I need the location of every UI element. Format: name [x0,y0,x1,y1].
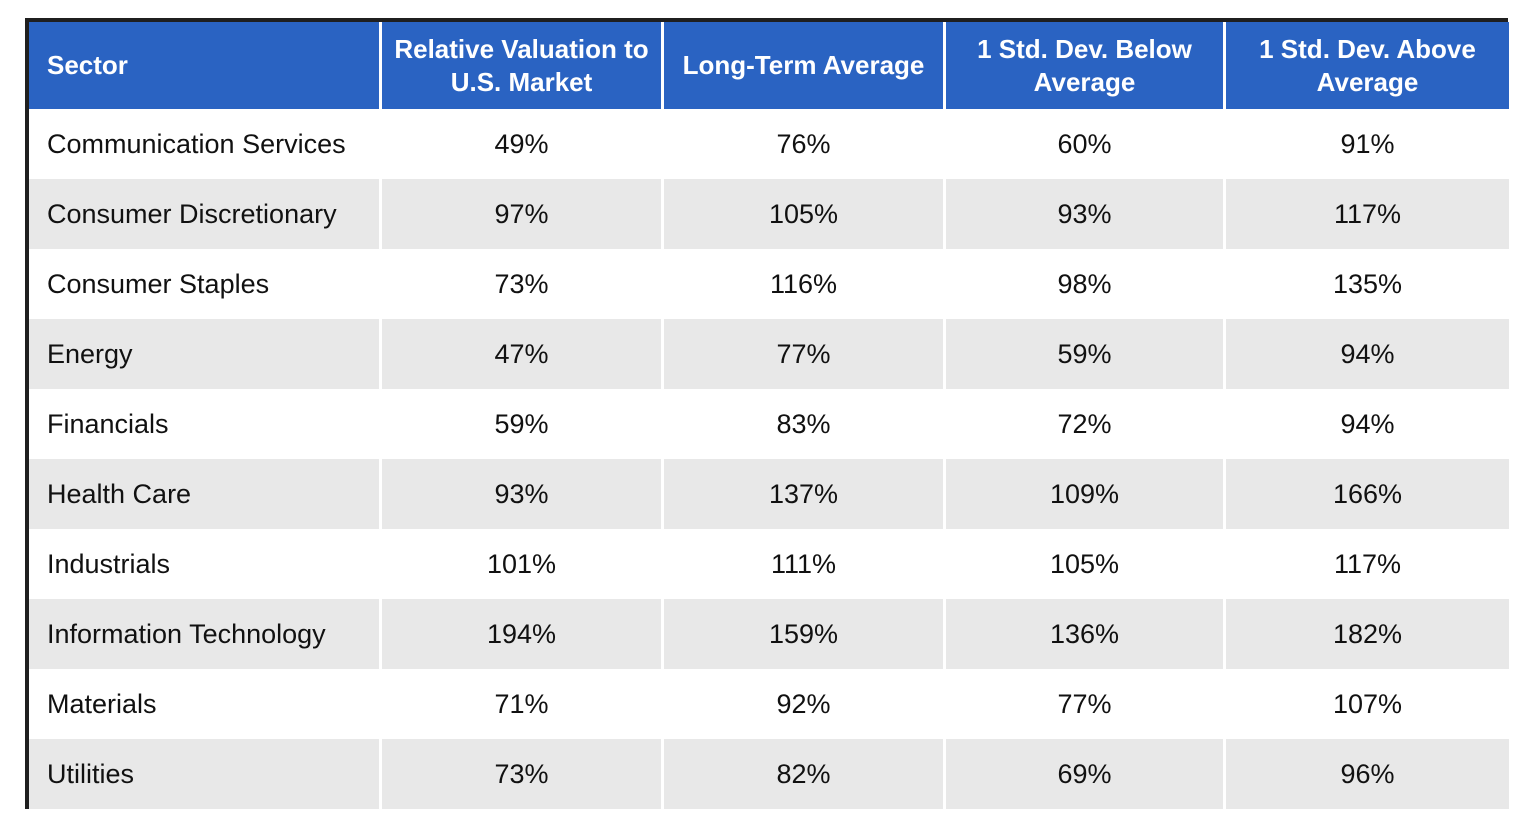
header-row: Sector Relative Valuation to U.S. Market… [29,22,1509,109]
header-cell-std-dev-above: 1 Std. Dev. Above Average [1226,22,1509,109]
table-row: Communication Services 49% 76% 60% 91% [29,109,1509,179]
value-cell: 94% [1226,389,1509,459]
value-cell: 135% [1226,249,1509,319]
table-row: Consumer Staples 73% 116% 98% 135% [29,249,1509,319]
table-row: Financials 59% 83% 72% 94% [29,389,1509,459]
header-cell-relative-valuation: Relative Valuation to U.S. Market [382,22,664,109]
header-cell-long-term-average: Long-Term Average [664,22,946,109]
table-row: Utilities 73% 82% 69% 96% [29,739,1509,809]
value-cell: 69% [946,739,1226,809]
value-cell: 194% [382,599,664,669]
value-cell: 105% [946,529,1226,599]
value-cell: 59% [382,389,664,459]
value-cell: 137% [664,459,946,529]
value-cell: 93% [382,459,664,529]
value-cell: 71% [382,669,664,739]
table-row: Information Technology 194% 159% 136% 18… [29,599,1509,669]
table-row: Consumer Discretionary 97% 105% 93% 117% [29,179,1509,249]
value-cell: 77% [664,319,946,389]
value-cell: 93% [946,179,1226,249]
value-cell: 136% [946,599,1226,669]
table-row: Industrials 101% 111% 105% 117% [29,529,1509,599]
sector-cell: Health Care [29,459,382,529]
sector-valuation-table-container: Sector Relative Valuation to U.S. Market… [25,18,1509,809]
sector-cell: Financials [29,389,382,459]
sector-cell: Consumer Discretionary [29,179,382,249]
table-row: Materials 71% 92% 77% 107% [29,669,1509,739]
value-cell: 96% [1226,739,1509,809]
value-cell: 159% [664,599,946,669]
value-cell: 107% [1226,669,1509,739]
value-cell: 182% [1226,599,1509,669]
sector-cell: Consumer Staples [29,249,382,319]
value-cell: 83% [664,389,946,459]
value-cell: 59% [946,319,1226,389]
sector-cell: Energy [29,319,382,389]
sector-valuation-table: Sector Relative Valuation to U.S. Market… [29,22,1509,809]
value-cell: 101% [382,529,664,599]
sector-cell: Utilities [29,739,382,809]
header-cell-sector: Sector [29,22,382,109]
value-cell: 82% [664,739,946,809]
value-cell: 94% [1226,319,1509,389]
sector-cell: Industrials [29,529,382,599]
value-cell: 166% [1226,459,1509,529]
value-cell: 98% [946,249,1226,319]
value-cell: 73% [382,249,664,319]
value-cell: 105% [664,179,946,249]
value-cell: 109% [946,459,1226,529]
value-cell: 117% [1226,179,1509,249]
sector-cell: Communication Services [29,109,382,179]
value-cell: 77% [946,669,1226,739]
value-cell: 91% [1226,109,1509,179]
sector-cell: Information Technology [29,599,382,669]
sector-cell: Materials [29,669,382,739]
value-cell: 73% [382,739,664,809]
value-cell: 60% [946,109,1226,179]
value-cell: 117% [1226,529,1509,599]
table-row: Energy 47% 77% 59% 94% [29,319,1509,389]
value-cell: 92% [664,669,946,739]
table-header: Sector Relative Valuation to U.S. Market… [29,22,1509,109]
table-row: Health Care 93% 137% 109% 166% [29,459,1509,529]
value-cell: 76% [664,109,946,179]
table-body: Communication Services 49% 76% 60% 91% C… [29,109,1509,809]
value-cell: 72% [946,389,1226,459]
value-cell: 116% [664,249,946,319]
value-cell: 97% [382,179,664,249]
header-cell-std-dev-below: 1 Std. Dev. Below Average [946,22,1226,109]
value-cell: 47% [382,319,664,389]
value-cell: 111% [664,529,946,599]
value-cell: 49% [382,109,664,179]
